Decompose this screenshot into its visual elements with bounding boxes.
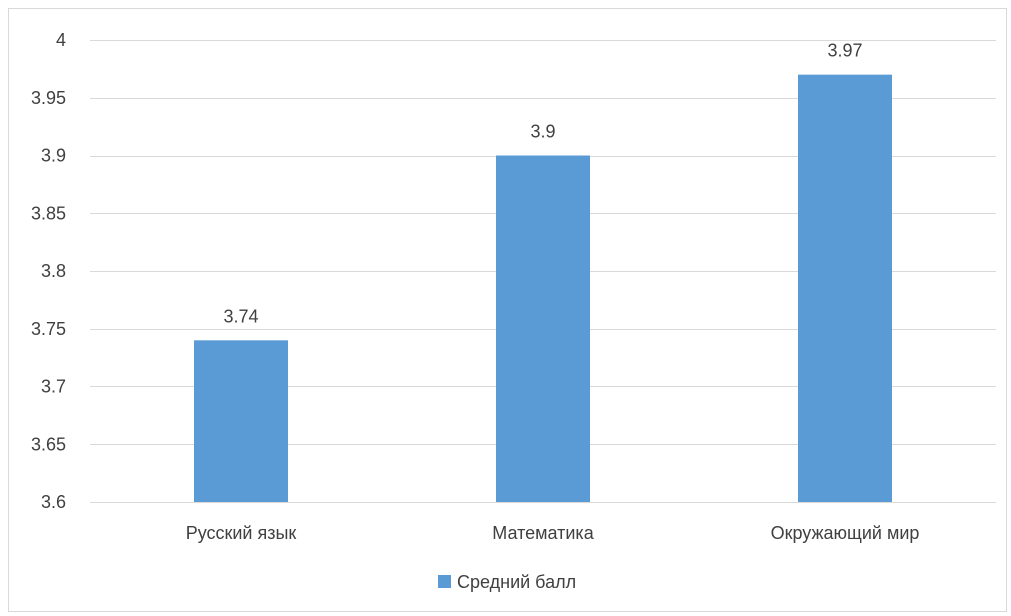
- x-category-label: Математика: [492, 523, 594, 543]
- legend: Средний балл: [438, 572, 576, 592]
- x-category-label: Русский язык: [186, 523, 297, 543]
- x-category-label: Окружающий мир: [771, 523, 920, 543]
- data-label: 3.97: [827, 41, 862, 61]
- data-labels: 3.74 3.9 3.97: [223, 41, 862, 327]
- y-tick-label: 3.95: [31, 88, 66, 108]
- y-axis-ticks: 3.6 3.65 3.7 3.75 3.8 3.85 3.9 3.95 4: [31, 30, 66, 512]
- y-tick-label: 3.6: [41, 492, 66, 512]
- bar: [798, 74, 892, 503]
- bars: [194, 74, 892, 503]
- y-tick-label: 3.65: [31, 434, 66, 454]
- data-label: 3.74: [223, 306, 258, 326]
- data-label: 3.9: [530, 122, 555, 142]
- y-tick-label: 3.8: [41, 261, 66, 281]
- y-tick-label: 4: [56, 30, 66, 50]
- bar: [194, 340, 288, 502]
- y-tick-label: 3.9: [41, 146, 66, 166]
- y-tick-label: 3.7: [41, 377, 66, 397]
- legend-swatch: [438, 575, 451, 588]
- bar: [496, 155, 590, 502]
- y-tick-label: 3.85: [31, 203, 66, 223]
- x-axis-categories: Русский язык Математика Окружающий мир: [186, 523, 920, 543]
- legend-label: Средний балл: [457, 572, 576, 592]
- y-tick-label: 3.75: [31, 319, 66, 339]
